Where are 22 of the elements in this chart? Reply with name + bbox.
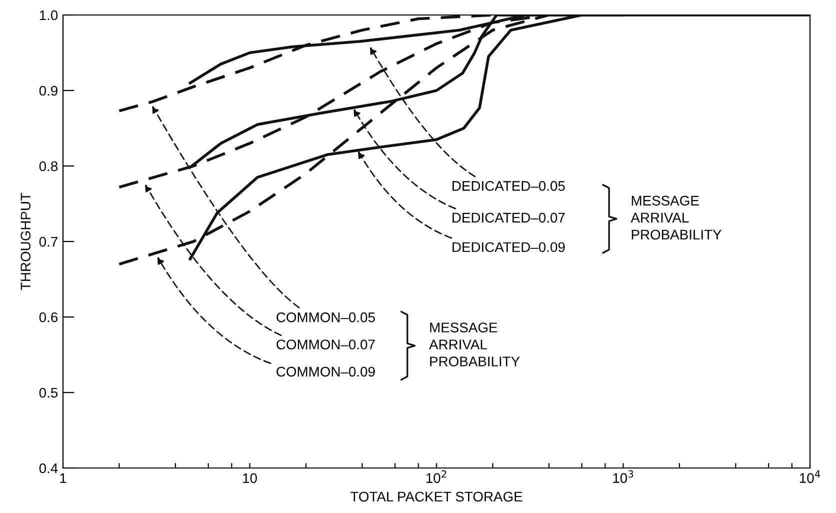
annotation: COMMON–0.09 — [276, 366, 375, 377]
annotation: DEDICATED–0.07 — [452, 212, 565, 223]
y-tick-label: 0.7 — [39, 236, 58, 247]
y-tick-label: 0.9 — [39, 86, 58, 96]
annotation: DEDICATED–0.05 — [452, 181, 565, 191]
y-tick-label: 0.4 — [39, 463, 58, 474]
y-tick-label: 1.0 — [40, 10, 58, 20]
x-tick-label: 10$^{2}$ — [426, 470, 446, 483]
x-tick-label: 1 — [60, 473, 66, 483]
x-axis-title: TOTAL PACKET STORAGE — [350, 492, 522, 502]
x-tick-label: 10 — [243, 473, 257, 484]
annotation: MESSAGE ARRIVAL PROBABILITY — [429, 322, 520, 366]
annotation: DEDICATED–0.09 — [452, 242, 565, 252]
annotation: COMMON–0.07 — [276, 340, 375, 350]
x-tick-label: 10$^{4}$ — [800, 470, 820, 483]
x-tick-label: 10$^{3}$ — [613, 470, 634, 483]
annotation: MESSAGE ARRIVAL PROBABILITY — [630, 196, 722, 240]
y-tick-label: 0.5 — [39, 388, 58, 398]
y-tick-label: 0.6 — [39, 312, 58, 322]
y-axis-title: THROUGHPUT — [20, 192, 31, 290]
annotation: COMMON–0.05 — [276, 312, 375, 322]
y-tick-label: 0.8 — [39, 161, 58, 172]
